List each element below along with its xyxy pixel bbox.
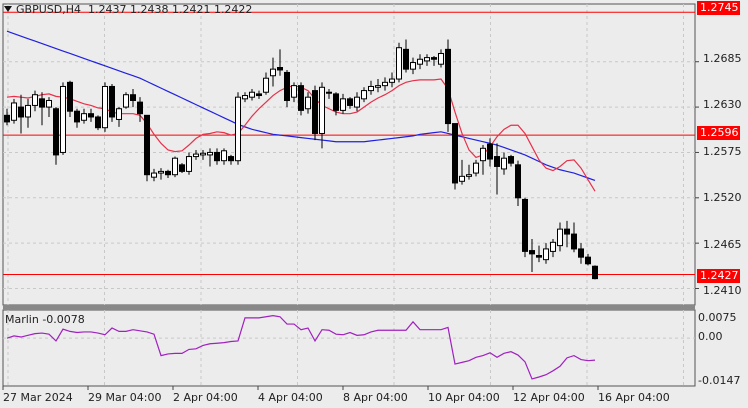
price-tick: 1.2685 <box>703 52 742 65</box>
time-label: 27 Mar 2024 <box>3 391 73 404</box>
price-tick: 1.2410 <box>703 284 742 297</box>
ohlc-values: 1.2437 1.2438 1.2421 1.2422 <box>87 3 253 16</box>
level-tag-1.2427: 1.2427 <box>697 269 740 283</box>
price-tick: 1.2630 <box>703 98 742 111</box>
symbol-label: GBPUSD,H4 <box>16 3 81 16</box>
level-tag-1.2596: 1.2596 <box>697 126 740 140</box>
indicator-tick: 0.0075 <box>698 311 737 324</box>
time-label: 8 Apr 04:00 <box>343 391 408 404</box>
time-label: 4 Apr 04:00 <box>258 391 323 404</box>
indicator-tick: -0.0147 <box>698 374 741 387</box>
price-tick: 1.2465 <box>703 238 742 251</box>
chart-title: GBPUSD,H4 1.2437 1.2438 1.2421 1.2422 <box>4 3 252 16</box>
indicator-tick: 0.00 <box>698 330 723 343</box>
level-tag-1.2745: 1.2745 <box>697 1 740 15</box>
time-label: 10 Apr 04:00 <box>428 391 500 404</box>
price-tick: 1.2520 <box>703 191 742 204</box>
time-label: 12 Apr 04:00 <box>513 391 585 404</box>
collapse-triangle-icon[interactable] <box>4 6 12 12</box>
price-tick: 1.2575 <box>703 145 742 158</box>
time-label: 16 Apr 04:00 <box>598 391 670 404</box>
time-label: 2 Apr 04:00 <box>173 391 238 404</box>
time-label: 29 Mar 04:00 <box>88 391 162 404</box>
indicator-label: Marlin -0.0078 <box>5 313 85 326</box>
